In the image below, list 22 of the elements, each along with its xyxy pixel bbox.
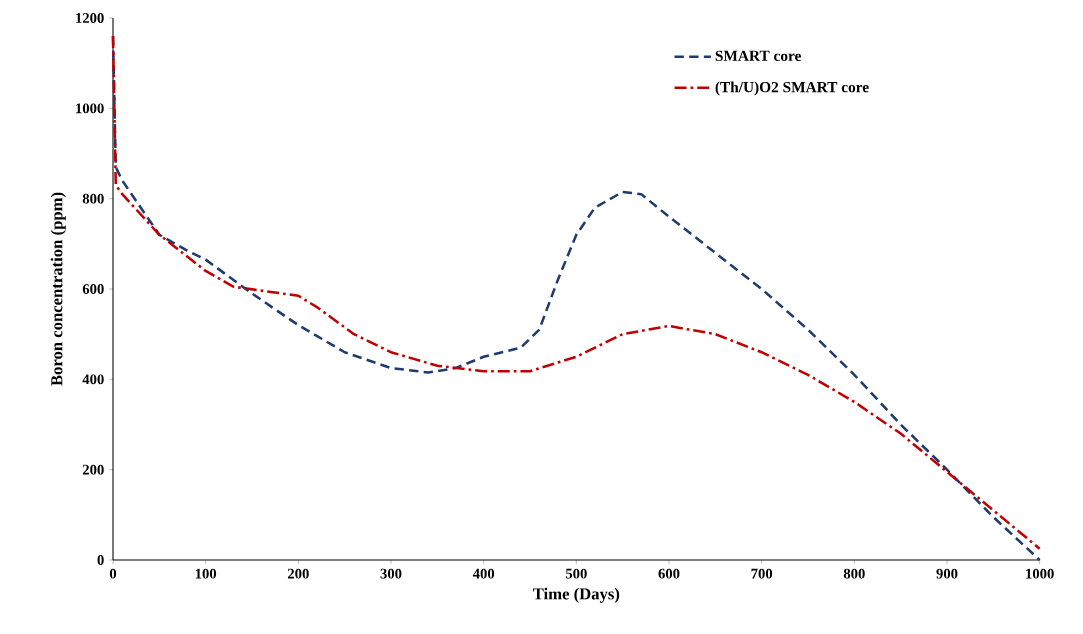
x-tick-label: 800 — [843, 568, 865, 579]
x-tick-label: 600 — [658, 568, 680, 579]
y-tick-label: 800 — [82, 193, 104, 204]
y-tick-label: 200 — [82, 464, 104, 475]
x-tick-label: 200 — [287, 568, 309, 579]
x-tick-label: 300 — [380, 568, 402, 579]
x-tick-label: 900 — [936, 568, 958, 579]
y-tick-label: 600 — [82, 284, 104, 294]
x-tick-label: 400 — [472, 568, 495, 579]
x-tick-label: 700 — [751, 568, 773, 579]
y-axis-title: Boron concentration (ppm) — [50, 192, 66, 386]
y-tick-label: 400 — [82, 374, 104, 385]
x-tick-label: 500 — [565, 568, 587, 579]
legend-label: (Th/U)O2 SMART core — [715, 81, 869, 96]
legend-label: SMART core — [715, 50, 801, 61]
x-tick-label: 1000 — [1026, 568, 1054, 579]
x-tick-label: 100 — [195, 568, 217, 579]
y-tick-label: 0 — [97, 555, 104, 565]
x-tick-label: 0 — [109, 568, 117, 579]
y-tick-label: 1000 — [76, 103, 104, 114]
y-tick-label: 1200 — [76, 13, 104, 23]
x-axis-title: Time (Days) — [533, 587, 620, 603]
